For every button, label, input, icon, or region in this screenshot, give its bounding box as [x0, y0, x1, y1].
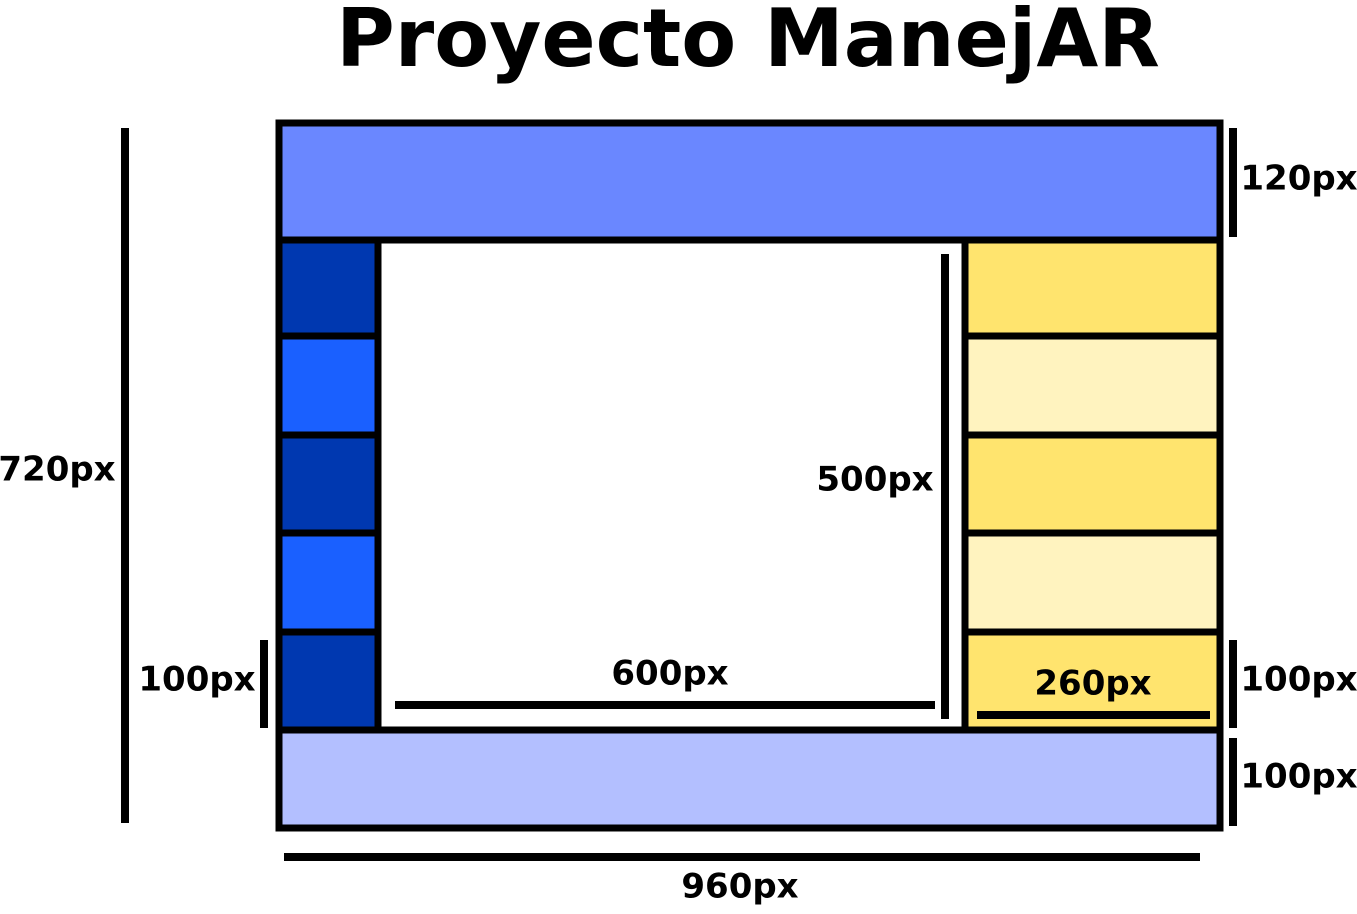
left-cell	[275, 431, 382, 537]
left-cell	[275, 529, 382, 636]
dimension-label: 600px	[611, 654, 728, 694]
dimension-label: 720px	[0, 450, 116, 490]
right-cell	[961, 431, 1224, 537]
right-cell	[961, 236, 1224, 340]
right-cell	[961, 529, 1224, 636]
title: Proyecto ManejAR	[336, 0, 1160, 85]
left-cell	[275, 628, 382, 734]
dimension-label: 260px	[1034, 664, 1151, 704]
dimension-label: 500px	[816, 460, 933, 500]
footer-block	[275, 726, 1224, 832]
content-block	[374, 236, 969, 734]
dimension-label: 120px	[1240, 159, 1357, 199]
left-cell	[275, 332, 382, 439]
left-cell	[275, 236, 382, 340]
dimension-label: 100px	[1240, 660, 1357, 700]
right-cell	[961, 332, 1224, 439]
dimension-label: 960px	[681, 867, 798, 907]
header-block	[275, 119, 1224, 244]
dimension-label: 100px	[138, 660, 255, 700]
dimension-label: 100px	[1240, 757, 1357, 797]
